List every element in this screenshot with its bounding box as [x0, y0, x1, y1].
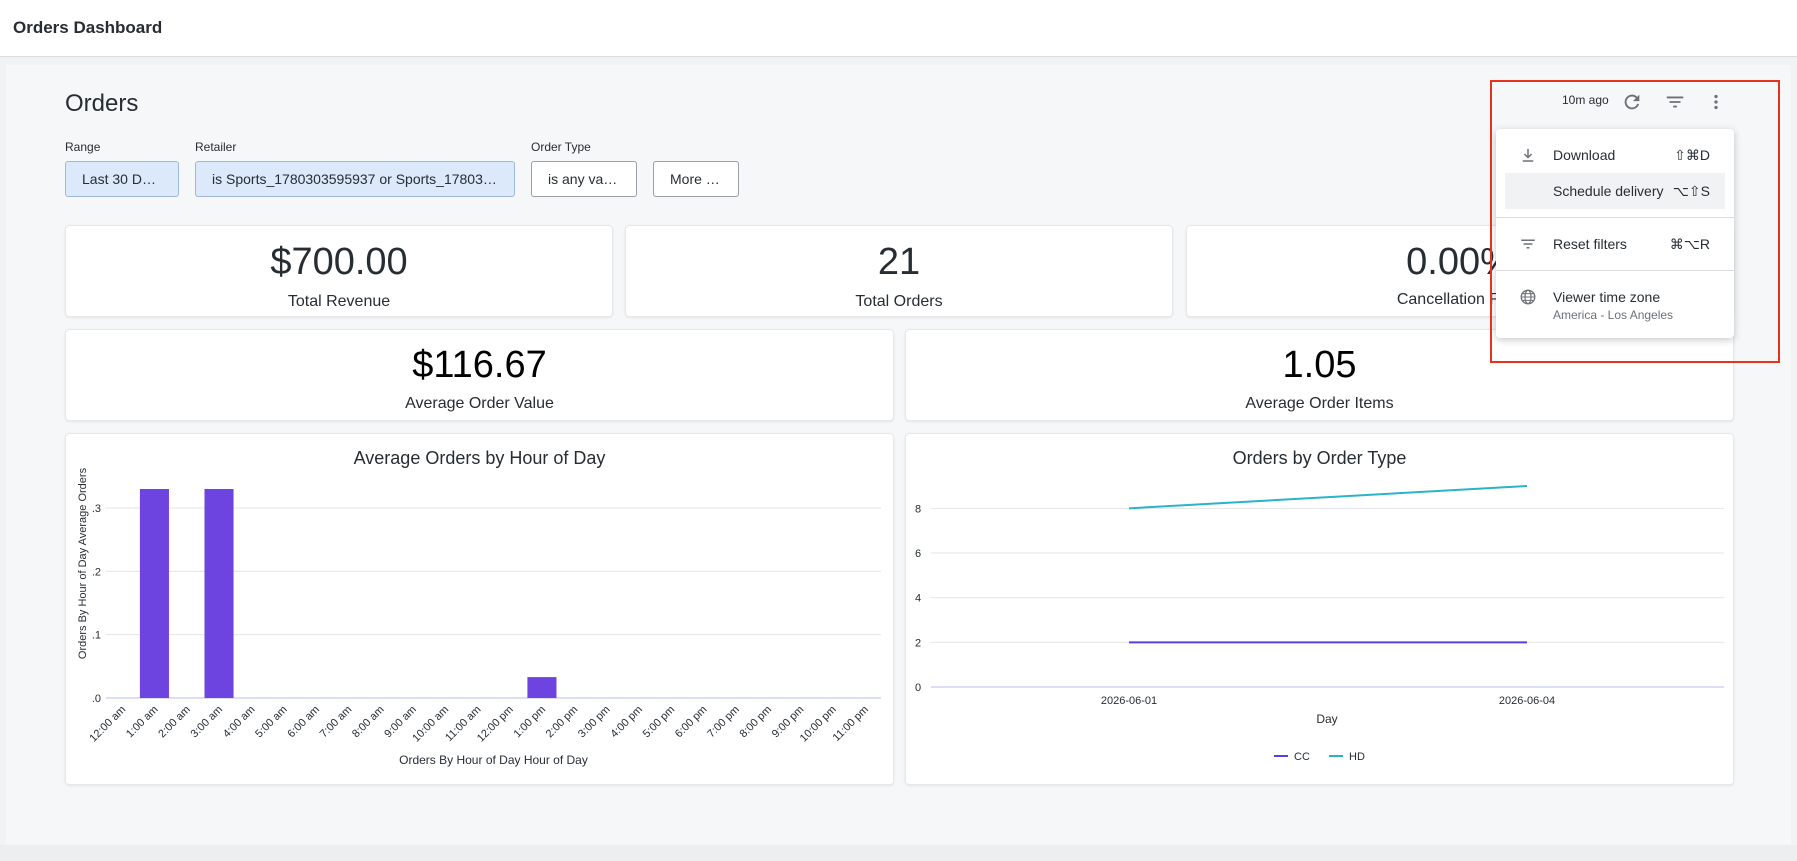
x-tick-label: 6:00 pm: [673, 704, 710, 741]
menu-item-label: Reset filters: [1553, 236, 1627, 252]
x-tick-label: 1:00 pm: [511, 704, 548, 741]
x-tick-label: 7:00 pm: [705, 704, 742, 741]
kpi-value: 21: [877, 241, 921, 283]
x-tick-label: 5:00 am: [253, 704, 290, 741]
menu-item-schedule-delivery[interactable]: Schedule delivery ⌥⇧S: [1505, 173, 1725, 209]
filter-icon: [1519, 235, 1537, 253]
series-line-hd: [1128, 485, 1528, 510]
x-tick-label: 6:00 am: [285, 704, 322, 741]
x-tick-label: 7:00 am: [318, 704, 355, 741]
bar: [527, 677, 557, 698]
menu-divider: [1496, 270, 1734, 271]
x-tick-label: 2026-06-01: [1101, 695, 1157, 707]
y-tick-label: .0: [92, 693, 101, 705]
bar-chart: .0.1.2.312:00 am1:00 am2:00 am3:00 am4:0…: [77, 467, 881, 767]
filter-label-range: Range: [65, 140, 101, 154]
x-tick-label: 1:00 am: [124, 704, 161, 741]
last-refreshed-text: 10m ago: [1562, 93, 1609, 107]
filter-range-chip[interactable]: Last 30 Days: [65, 161, 179, 197]
filter-label-order-type: Order Type: [531, 140, 591, 154]
kpi-value: $700.00: [270, 241, 408, 283]
chart-card-orders-by-hour: Average Orders by Hour of Day .0 .1 .2 .3 12…: [65, 433, 894, 785]
kpi-label: Average Order Items: [1245, 395, 1394, 412]
bar: [204, 489, 234, 698]
chart-title: Orders by Order Type: [1232, 448, 1407, 468]
more-filters-button[interactable]: More • 4: [653, 161, 739, 197]
y-tick-label: .3: [92, 503, 101, 515]
x-tick-label: 4:00 am: [221, 704, 258, 741]
menu-item-viewer-time-zone[interactable]: Viewer time zone America - Los Angeles: [1496, 279, 1734, 331]
menu-item-sublabel: America - Los Angeles: [1553, 308, 1674, 322]
menu-item-reset-filters[interactable]: Reset filters ⌘⌥R: [1496, 226, 1734, 262]
legend-label: HD: [1349, 751, 1365, 763]
kpi-label: Total Orders: [855, 293, 943, 310]
x-axis-label: Day: [1316, 712, 1337, 726]
top-bar: Orders Dashboard: [0, 0, 1797, 57]
kpi-value: 0.00%: [1406, 241, 1514, 283]
kpi-card-average-order-value: $116.67 Average Order Value: [65, 329, 894, 421]
filter-icon[interactable]: [1664, 91, 1686, 113]
menu-divider: [1496, 217, 1734, 218]
y-tick-label: 4: [915, 593, 921, 605]
kpi-card-total-revenue: $700.00 Total Revenue: [65, 225, 613, 317]
x-tick-label: 2026-06-04: [1499, 695, 1555, 707]
bottom-strip: [0, 845, 1797, 861]
x-tick-label: 8:00 am: [350, 704, 387, 741]
kpi-value: 1.05: [1282, 344, 1357, 386]
x-tick-label: 3:00 am: [189, 704, 226, 741]
kpi-label: Total Revenue: [287, 293, 391, 310]
dashboard-actions-menu: Download ⇧⌘D Schedule delivery ⌥⇧S Reset…: [1496, 129, 1734, 338]
filter-retailer-chip[interactable]: is Sports_1780303595937 or Sports_178030…: [195, 161, 515, 197]
bar: [139, 489, 169, 698]
menu-item-download[interactable]: Download ⇧⌘D: [1496, 137, 1734, 173]
y-tick-label: 6: [915, 548, 921, 560]
filter-label-retailer: Retailer: [195, 140, 237, 154]
filter-order-type-chip[interactable]: is any value: [531, 161, 637, 197]
y-axis-label: Orders By Hour of Day Average Orders: [77, 467, 89, 659]
x-tick-label: 11:00 pm: [831, 704, 871, 744]
menu-item-shortcut: ⇧⌘D: [1674, 147, 1710, 163]
x-axis-label: Orders By Hour of Day Hour of Day: [399, 753, 588, 767]
y-tick-label: .2: [92, 566, 101, 578]
line-chart: 0 2 4 6 8 2026-06-01 2026-06-04 Day CC HD: [915, 485, 1724, 763]
y-tick-label: .1: [92, 630, 101, 642]
y-tick-label: 0: [915, 682, 921, 694]
menu-item-label: Schedule delivery: [1553, 183, 1664, 199]
x-tick-label: 2:00 pm: [544, 704, 581, 741]
x-tick-label: 8:00 pm: [738, 704, 775, 741]
menu-item-shortcut: ⌥⇧S: [1672, 183, 1710, 199]
x-tick-label: 12:00 am: [87, 704, 128, 745]
menu-item-label: Download: [1553, 147, 1616, 163]
refresh-icon[interactable]: [1621, 91, 1643, 113]
y-tick-label: 8: [915, 503, 921, 515]
menu-item-shortcut: ⌘⌥R: [1669, 236, 1710, 252]
x-tick-label: 2:00 am: [156, 704, 193, 741]
y-tick-label: 2: [915, 637, 921, 649]
chart-card-orders-by-type: Orders by Order Type 0 2 4 6 8 2026-06-01 2026…: [905, 433, 1734, 785]
legend-label: CC: [1294, 751, 1310, 763]
more-vert-icon[interactable]: [1705, 91, 1727, 113]
app-title: Orders Dashboard: [13, 18, 163, 37]
globe-icon: [1519, 288, 1537, 306]
dashboard-title: Orders: [65, 90, 139, 117]
x-tick-label: 5:00 pm: [641, 704, 678, 741]
download-icon: [1519, 146, 1537, 164]
x-tick-label: 4:00 pm: [608, 704, 645, 741]
kpi-card-total-orders: 21 Total Orders: [625, 225, 1173, 317]
kpi-label: Average Order Value: [405, 395, 554, 412]
x-tick-label: 3:00 pm: [576, 704, 613, 741]
kpi-card-average-order-items: 1.05 Average Order Items: [905, 329, 1734, 421]
menu-item-label: Viewer time zone: [1553, 289, 1661, 305]
kpi-value: $116.67: [412, 344, 547, 386]
chart-title: Average Orders by Hour of Day: [353, 448, 606, 468]
